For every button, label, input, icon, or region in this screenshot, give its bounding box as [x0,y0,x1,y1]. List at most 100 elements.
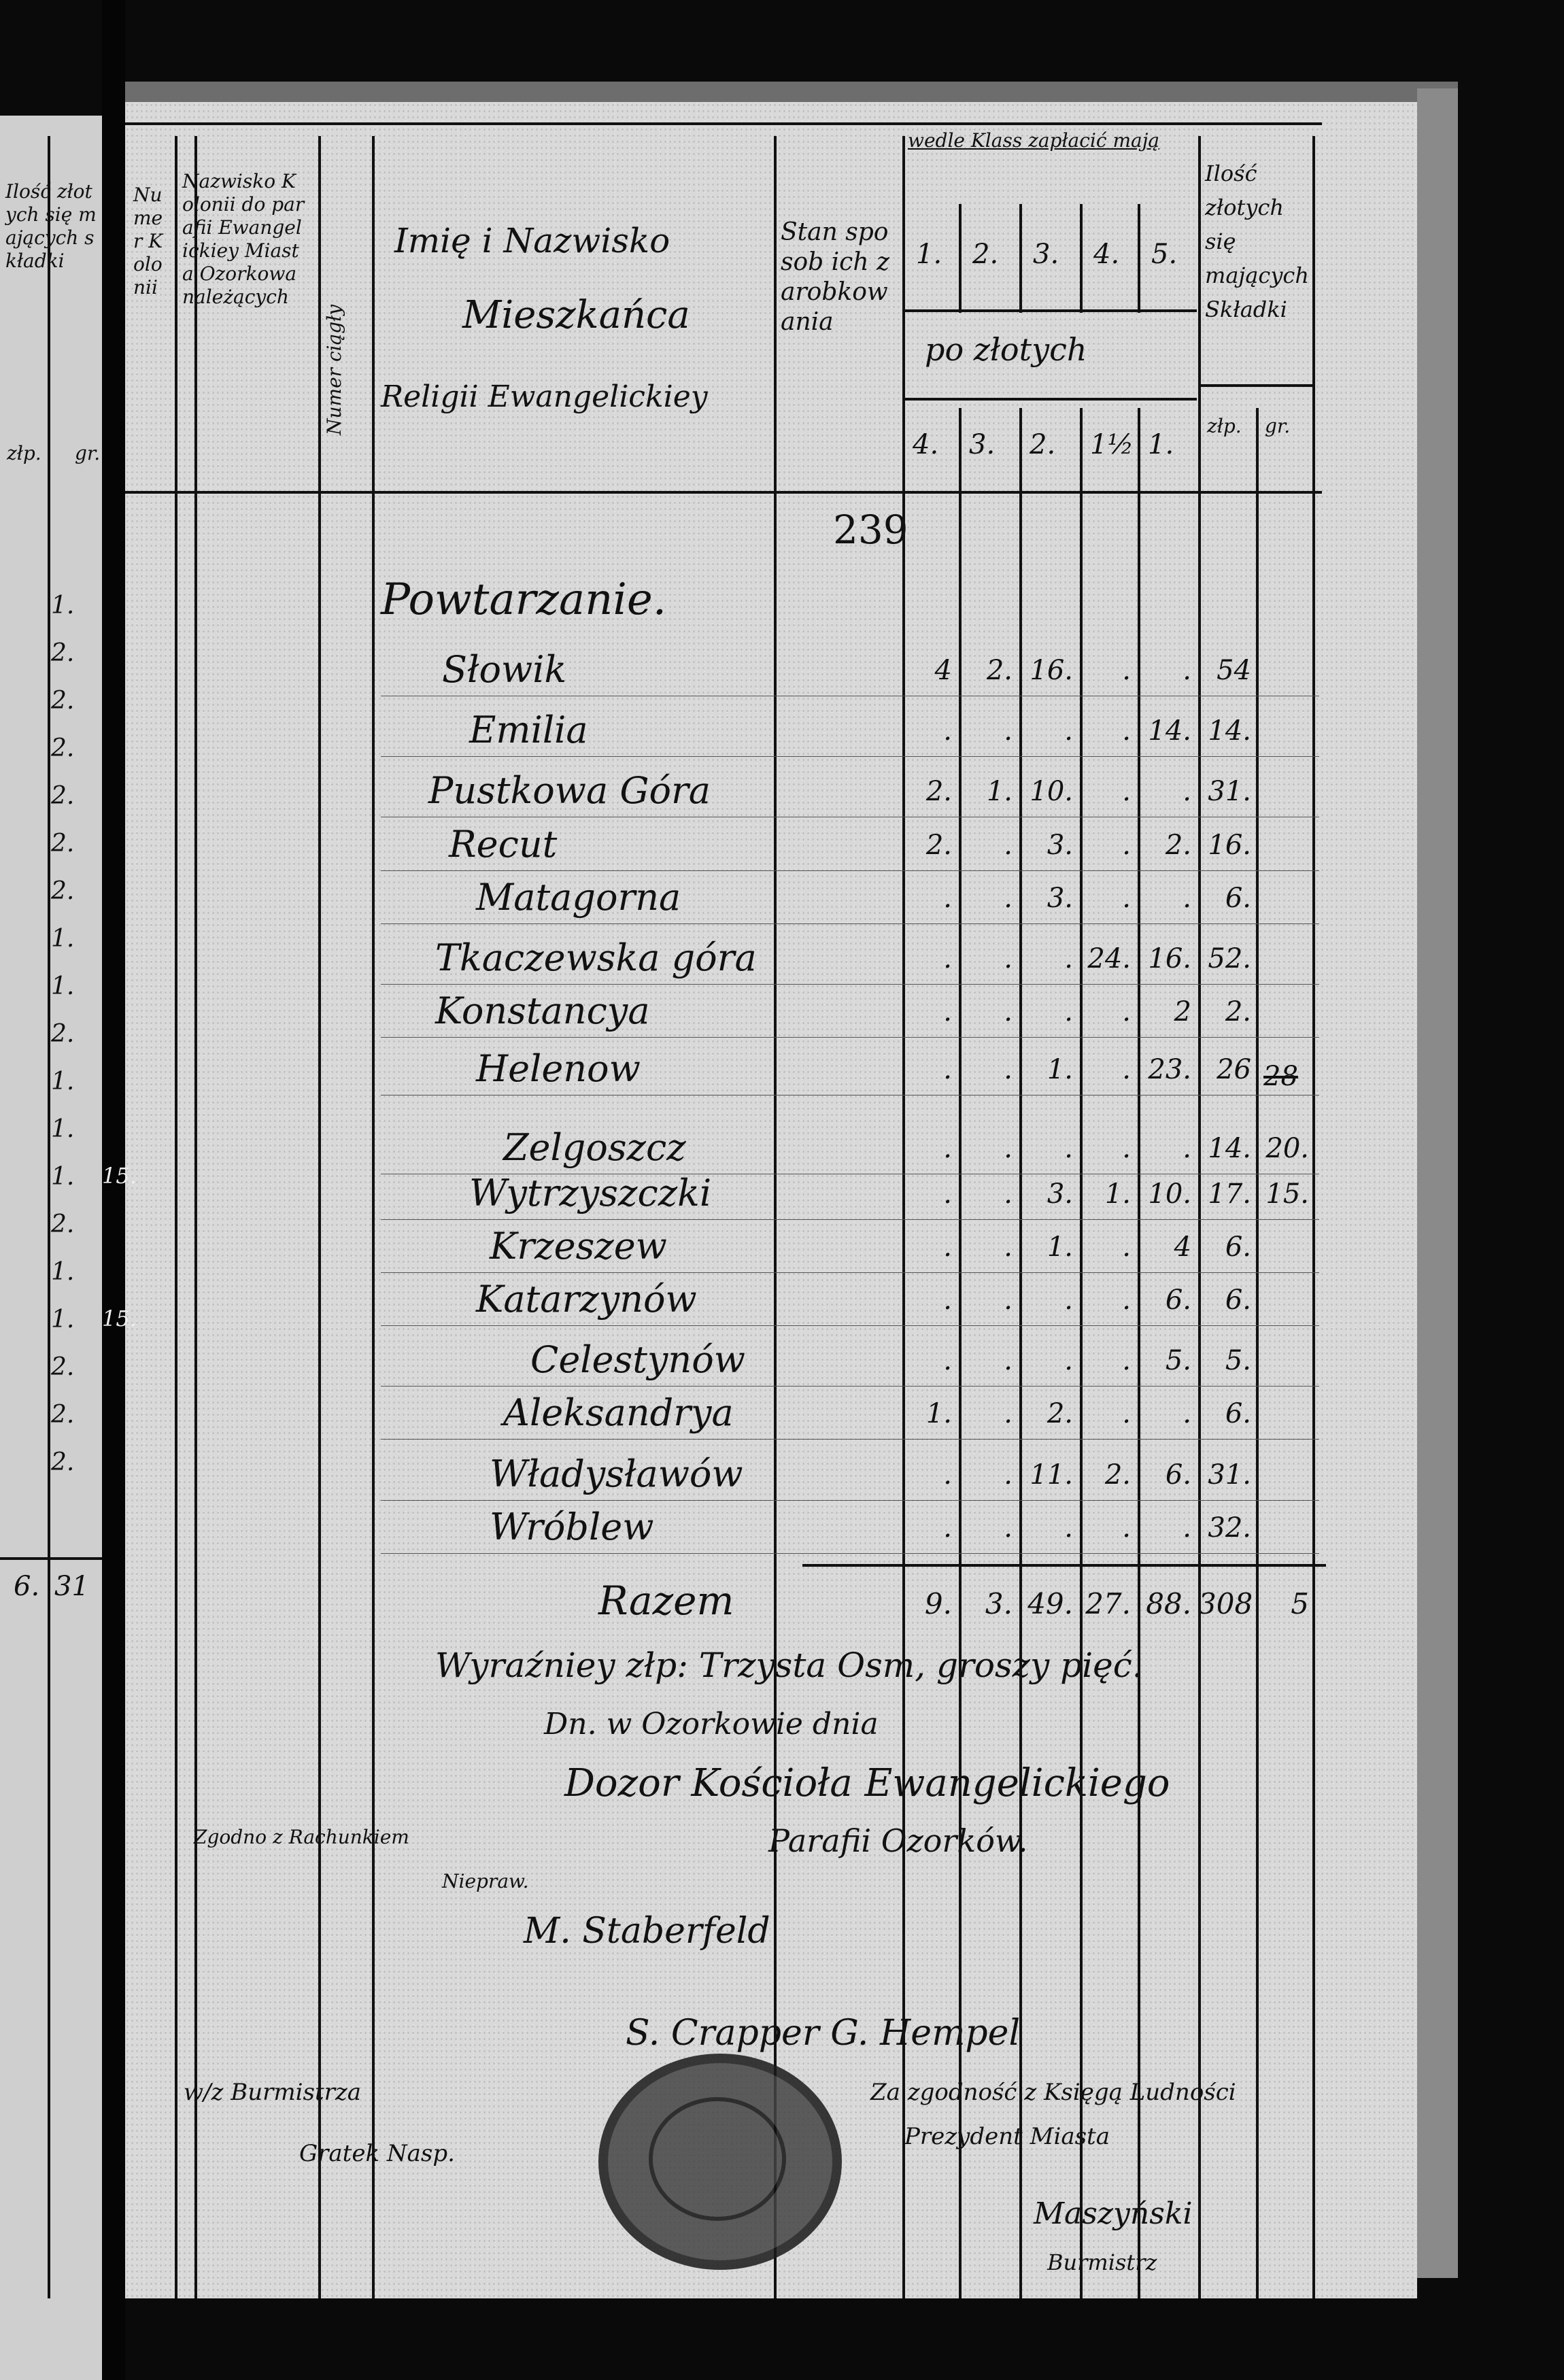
row-name: Wróblew [490,1506,654,1548]
amount-zl: 26 [1217,1054,1251,1085]
left-zl-value: 2. [51,639,75,667]
row-name: Konstancya [435,989,650,1032]
signature-4: Burmistrz [1047,2249,1157,2275]
amount-zl: 14. [1208,1133,1251,1164]
class-value: 23. [1148,1054,1191,1085]
class-value: 11. [1030,1459,1073,1491]
left-gr-value: 15. [102,1306,137,1331]
class-value: . [1004,883,1013,914]
header-bottom-line [125,491,1322,494]
total-class-value: 27. [1085,1587,1131,1620]
left-total: 31 [54,1571,89,1602]
class-value: . [943,715,952,747]
class-value: . [1122,1345,1131,1376]
class-value: 1. [986,776,1013,807]
authority: Dozor Kościoła Ewangelickiego [564,1761,1170,1805]
class-value: . [1122,655,1131,686]
column-line [1080,408,1083,2298]
row-name: Celestynów [530,1338,745,1381]
class-value: . [1122,830,1131,861]
class-value: . [1004,1512,1013,1544]
class-value: . [1064,1285,1073,1316]
class-value: 10. [1148,1178,1191,1210]
header-name-line2: Mieszkańca [462,293,690,337]
left-total-prefix: 6. [14,1571,40,1602]
class-value: . [1122,1231,1131,1263]
class-value: . [943,1345,952,1376]
signature-staberfeld: M. Staberfeld [524,1911,770,1952]
class-value: . [1064,1512,1073,1544]
class-value: 4 [1174,1231,1191,1263]
class-rate: 3. [969,429,996,460]
row-name: Tkaczewska góra [435,936,757,979]
total-zl: 308 [1198,1587,1253,1620]
right-note-1: Za zgodność z Księgą Ludności [870,2079,1236,2106]
header-amount-title: Ilość złotych się mających Składki [1205,160,1309,322]
amount-in-words: Wyraźniey złp: Trzysta Osm, groszy pięć. [435,1646,1143,1685]
class-value: 24. [1087,943,1131,974]
class-value: . [1122,1285,1131,1316]
left-zl-value: 1. [51,1115,75,1143]
class-value: . [943,1459,952,1491]
class-rate: 1. [1148,429,1174,460]
total-gr: 5 [1291,1587,1309,1620]
header-top-line [125,122,1322,125]
class-value: . [1183,655,1191,686]
class-value: . [1183,1512,1191,1544]
class-number: 1. [916,239,942,270]
class-value: . [943,1054,952,1085]
header-serial-number: Numer ciągły [323,304,345,435]
left-zl-value: 1. [51,972,75,1000]
class-value: 2 [1174,996,1191,1027]
left-zl-value: 1. [51,1258,75,1286]
amount-zl: 17. [1208,1178,1251,1210]
column-line [318,136,321,2298]
class-value: 2. [986,655,1013,686]
amount-zl: 6. [1225,883,1251,914]
mayor-note-1: w/z Burmistrza [184,2079,362,2106]
amount-zl: 31. [1208,776,1251,807]
amount-zl: 32. [1208,1512,1251,1544]
amount-zl: 6. [1225,1398,1251,1429]
class-value: . [1004,1285,1013,1316]
class-value: . [1122,1054,1131,1085]
class-value: . [1183,1398,1191,1429]
class-header-line [1080,204,1083,313]
row-name: Wytrzyszczki [469,1172,712,1214]
class-value: . [1122,1133,1131,1164]
note-left-2: Niepraw. [442,1870,529,1892]
header-classes-title: wedle Klass zapłacić mają [908,129,1160,152]
class-value: 2. [1104,1459,1131,1491]
class-value: . [1183,883,1191,914]
class-value: . [1122,883,1131,914]
class-value: . [943,1285,952,1316]
row-name: Katarzynów [476,1278,697,1321]
class-value: 2. [925,830,952,861]
class-value: . [1004,1133,1013,1164]
total-class-value: 9. [924,1587,952,1620]
class-value: . [1064,715,1073,747]
class-value: . [1004,1054,1013,1085]
total-line [802,1564,1326,1567]
left-zl-value: 1. [51,925,75,953]
class-rate: 1½ [1090,429,1134,460]
class-value: . [943,883,952,914]
class-value: . [1122,1398,1131,1429]
left-zl-value: 2. [51,1401,75,1429]
left-zl-value: 1. [51,1306,75,1333]
right-note-2: Prezydent Miasta [904,2123,1110,2150]
class-value: 5. [1165,1345,1191,1376]
class-value: . [943,996,952,1027]
class-header-line [1138,204,1140,313]
amount-zl: 6. [1225,1231,1251,1263]
class-value: . [1004,1345,1013,1376]
rate-header-divider [904,398,1197,401]
class-rate: 2. [1030,429,1056,460]
total-label: Razem [598,1578,734,1624]
amount-zl: 2. [1225,996,1251,1027]
class-value: . [1004,996,1013,1027]
row-name: Władysławów [490,1452,743,1495]
left-zl-value: 2. [51,1448,75,1476]
class-value: 16. [1148,943,1191,974]
class-value: . [1064,1345,1073,1376]
